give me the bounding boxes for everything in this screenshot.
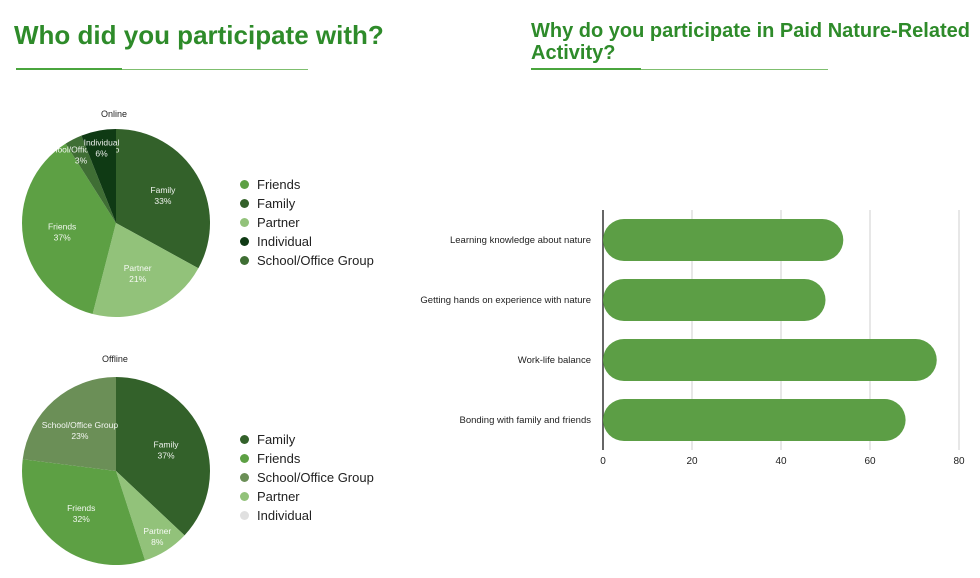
legend-swatch	[240, 256, 249, 265]
legend-item-individual: Individual	[240, 506, 374, 525]
pie-label-school-office-group: School/Office Group	[43, 144, 120, 154]
legend-item-partner: Partner	[240, 487, 374, 506]
category-label-learning-knowledge-about-nature: Learning knowledge about nature	[450, 235, 591, 246]
pie-slice-friends	[22, 143, 116, 315]
offline-pie-legend: Family Friends School/Office Group Partner I…	[240, 430, 374, 525]
legend-label: Individual	[257, 508, 312, 523]
legend-swatch	[240, 180, 249, 189]
right-heading: Why do you participate in Paid Nature-Re…	[531, 20, 970, 64]
legend-item-friends: Friends	[240, 175, 374, 194]
online-pie-legend: Friends Family Partner Individual School/Off…	[240, 175, 374, 270]
pie-label-friends: Friends	[67, 503, 95, 513]
category-label-getting-hands-on-experience-with-nature: Getting hands on experience with nature	[420, 295, 591, 306]
left-heading: Who did you participate with?	[14, 20, 384, 50]
legend-swatch	[240, 435, 249, 444]
offline-pie-title: Offline	[102, 354, 128, 364]
pie-slice-family	[116, 129, 211, 269]
pie-label-family: Family	[150, 185, 176, 195]
pie-slice-school-office-group	[65, 135, 116, 223]
legend-swatch	[240, 511, 249, 520]
legend-item-friends: Friends	[240, 449, 374, 468]
legend-swatch	[240, 473, 249, 482]
bar-learning-knowledge-about-nature	[603, 219, 844, 261]
pie-label-partner: Partner	[124, 263, 152, 273]
legend-label: School/Office Group	[257, 470, 374, 485]
right-heading-underline-accent	[531, 68, 641, 70]
pie-pct-school-office-group: 23%	[71, 431, 88, 441]
legend-label: Partner	[257, 489, 300, 504]
pie-slice-partner	[116, 471, 185, 561]
legend-swatch	[240, 454, 249, 463]
pie-label-school-office-group: School/Office Group	[42, 420, 119, 430]
pie-pct-individual: 6%	[95, 148, 108, 158]
legend-label: Individual	[257, 234, 312, 249]
legend-label: Partner	[257, 215, 300, 230]
x-tick-label: 60	[864, 456, 876, 467]
left-heading-underline-accent	[16, 68, 122, 70]
left-heading-underline	[16, 69, 308, 70]
x-tick-label: 0	[600, 456, 606, 467]
category-label-work-life-balance: Work-life balance	[518, 355, 591, 366]
pie-label-partner: Partner	[143, 526, 171, 536]
legend-swatch	[240, 237, 249, 246]
legend-label: Friends	[257, 451, 301, 466]
online-pie-title: Online	[101, 109, 128, 119]
pie-pct-partner: 21%	[129, 274, 146, 284]
legend-item-partner: Partner	[240, 213, 374, 232]
pie-label-individual: Individual	[84, 137, 120, 147]
pie-label-friends: Friends	[48, 222, 76, 232]
x-tick-label: 40	[775, 456, 787, 467]
reasons-bar-chart: 0 20 40 60 80 Learning knowledge about nature…	[420, 210, 965, 467]
bar-work-life-balance	[603, 339, 937, 381]
legend-item-school-office-group: School/Office Group	[240, 468, 374, 487]
x-tick-label: 80	[953, 456, 965, 467]
legend-label: Family	[257, 196, 296, 211]
legend-item-school-office-group: School/Office Group	[240, 251, 374, 270]
legend-item-family: Family	[240, 430, 374, 449]
pie-slice-partner	[92, 223, 199, 317]
legend-label: School/Office Group	[257, 253, 374, 268]
legend-item-individual: Individual	[240, 232, 374, 251]
pie-pct-family: 37%	[158, 450, 175, 460]
pie-pct-friends: 32%	[73, 514, 90, 524]
pie-slice-school-office-group	[22, 377, 116, 471]
legend-label: Family	[257, 432, 296, 447]
pie-pct-partner: 8%	[151, 537, 164, 547]
pie-slice-family	[116, 377, 210, 536]
bar-getting-hands-on-experience-with-nature	[603, 279, 826, 321]
pie-pct-friends: 37%	[54, 233, 71, 243]
legend-label: Friends	[257, 177, 301, 192]
legend-item-family: Family	[240, 194, 374, 213]
category-label-bonding-with-family-and-friends: Bonding with family and friends	[460, 415, 592, 426]
legend-swatch	[240, 492, 249, 501]
pie-label-family: Family	[154, 439, 180, 449]
bar-bonding-with-family-and-friends	[603, 399, 906, 441]
pie-slice-friends	[22, 459, 146, 565]
x-tick-label: 20	[686, 456, 698, 467]
right-heading-underline	[531, 69, 828, 70]
pie-pct-school-office-group: 3%	[75, 155, 88, 165]
pie-slice-individual	[81, 129, 116, 223]
legend-swatch	[240, 218, 249, 227]
legend-swatch	[240, 199, 249, 208]
pie-pct-family: 33%	[154, 196, 171, 206]
